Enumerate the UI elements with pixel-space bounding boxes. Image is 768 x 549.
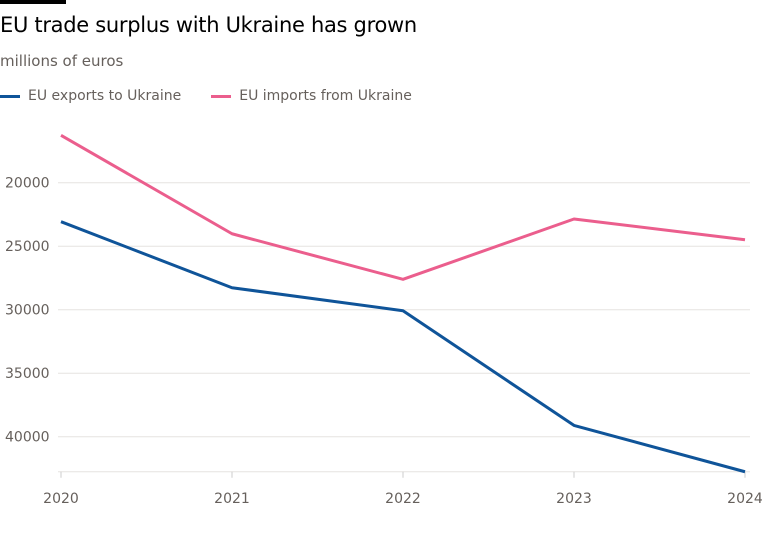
legend-item-imports: EU imports from Ukraine — [211, 88, 412, 104]
y-tick-label: 20000 — [5, 176, 50, 192]
legend-label: EU exports to Ukraine — [28, 88, 182, 104]
x-tick-label: 2024 — [727, 491, 763, 507]
legend: EU exports to Ukraine EU imports from Uk… — [0, 88, 412, 104]
legend-swatch — [211, 94, 232, 98]
brand-bar — [0, 0, 66, 4]
legend-item-exports: EU exports to Ukraine — [0, 88, 181, 104]
x-tick-label: 2021 — [214, 491, 250, 507]
legend-label: EU imports from Ukraine — [239, 88, 412, 104]
x-tick-label: 2020 — [43, 491, 79, 507]
exports-line — [60, 220, 746, 474]
y-tick-label: 35000 — [5, 366, 50, 382]
imports-line — [60, 134, 746, 281]
x-tick-label: 2022 — [385, 491, 421, 507]
x-tick-label: 2023 — [556, 491, 592, 507]
chart-title: EU trade surplus with Ukraine has grown — [0, 13, 417, 37]
y-tick-label: 40000 — [5, 430, 50, 446]
y-tick-label: 25000 — [5, 239, 50, 255]
y-tick-label: 30000 — [5, 303, 50, 319]
legend-swatch — [0, 94, 20, 98]
chart-subtitle: millions of euros — [0, 52, 124, 70]
